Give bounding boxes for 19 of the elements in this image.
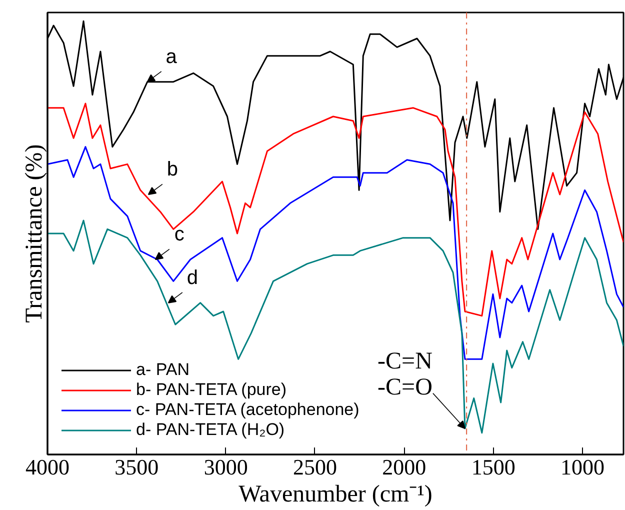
legend-label: c- PAN-TETA (acetophenone) bbox=[136, 400, 360, 420]
annotation: a bbox=[166, 46, 178, 68]
x-tick-label: 2500 bbox=[292, 454, 337, 480]
x-tick-label: 4000 bbox=[26, 454, 70, 480]
x-tick-label: 3000 bbox=[204, 454, 248, 480]
annotation: b bbox=[166, 158, 178, 180]
x-tick-label: 3500 bbox=[114, 454, 159, 480]
annotation: -C=O bbox=[378, 374, 432, 400]
annotation: -C=N bbox=[378, 348, 432, 374]
x-tick-label: 2000 bbox=[382, 454, 426, 480]
y-axis-title: Transmittance (%) bbox=[22, 144, 48, 323]
x-axis-title: Wavenumber (cm⁻¹) bbox=[238, 482, 432, 508]
legend-label: d- PAN-TETA (H₂O) bbox=[136, 420, 285, 440]
annotation: d bbox=[186, 266, 198, 289]
x-tick-label: 1500 bbox=[471, 454, 516, 480]
legend-label: a- PAN bbox=[136, 360, 190, 380]
annotation: c bbox=[174, 224, 184, 246]
legend-label: b- PAN-TETA (pure) bbox=[136, 380, 287, 400]
x-tick-label: 1000 bbox=[560, 454, 604, 480]
